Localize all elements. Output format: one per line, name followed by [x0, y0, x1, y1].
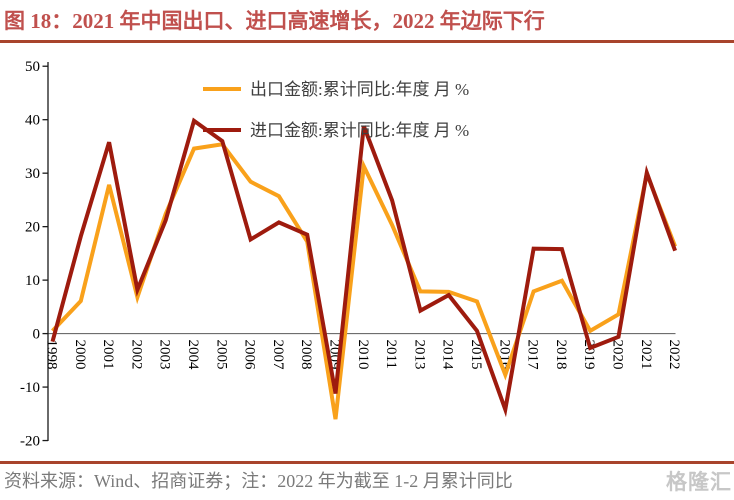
- x-tick-label: 2021: [638, 340, 654, 370]
- y-tick-label: 20: [25, 220, 40, 236]
- x-tick-label: 2014: [440, 340, 456, 371]
- y-tick-label: 10: [25, 273, 40, 289]
- x-tick-label: 2008: [298, 340, 314, 370]
- x-tick-label: 2015: [468, 340, 484, 370]
- import-series-line: [50, 117, 677, 418]
- gelonghui-watermark: 格隆汇: [666, 466, 734, 496]
- export-series-line: [51, 142, 677, 420]
- x-tick-label: 2020: [610, 340, 626, 370]
- x-tick-label: 2003: [157, 340, 173, 370]
- chart-legend: 出口金额:累计同比:年度 月 % 进口金额:累计同比:年度 月 %: [203, 80, 469, 162]
- y-tick-label: 0: [33, 327, 41, 343]
- legend-label-export: 出口金额:累计同比:年度 月 %: [250, 79, 470, 99]
- x-tick-label: 2001: [100, 340, 116, 370]
- y-tick-label: -20: [20, 434, 40, 450]
- footer-divider-rule: [0, 461, 734, 464]
- x-tick-label: 2007: [270, 340, 286, 371]
- y-tick-label: 40: [25, 113, 40, 129]
- x-tick-label: 2006: [242, 340, 258, 371]
- x-tick-label: 2013: [411, 340, 427, 370]
- x-tick-label: 2005: [213, 340, 229, 370]
- x-tick-label: 2010: [355, 340, 371, 370]
- x-tick-label: 2002: [128, 340, 144, 370]
- import-line-swatch-icon: [203, 128, 241, 132]
- title-divider-rule: [0, 40, 734, 43]
- x-tick-label: 2004: [185, 340, 201, 371]
- source-note: 资料来源：Wind、招商证券；注：2022 年为截至 1-2 月累计同比: [4, 471, 513, 491]
- y-tick-label: -10: [20, 380, 40, 396]
- legend-item-import: 进口金额:累计同比:年度 月 %: [203, 121, 469, 139]
- x-tick-label: 2000: [72, 340, 88, 370]
- y-tick-label: 30: [25, 166, 40, 182]
- y-tick-label: 50: [25, 59, 40, 75]
- x-tick-label: 2017: [525, 340, 541, 371]
- x-tick-label: 2022: [666, 340, 682, 370]
- chart-title: 图 18：2021 年中国出口、进口高速增长，2022 年边际下行: [4, 9, 545, 33]
- legend-label-import: 进口金额:累计同比:年度 月 %: [250, 120, 470, 140]
- x-tick-label: 2011: [383, 340, 399, 369]
- legend-item-export: 出口金额:累计同比:年度 月 %: [203, 80, 469, 98]
- export-line-swatch-icon: [203, 87, 241, 91]
- x-tick-label: 1998: [44, 340, 60, 370]
- x-tick-label: 2018: [553, 340, 569, 370]
